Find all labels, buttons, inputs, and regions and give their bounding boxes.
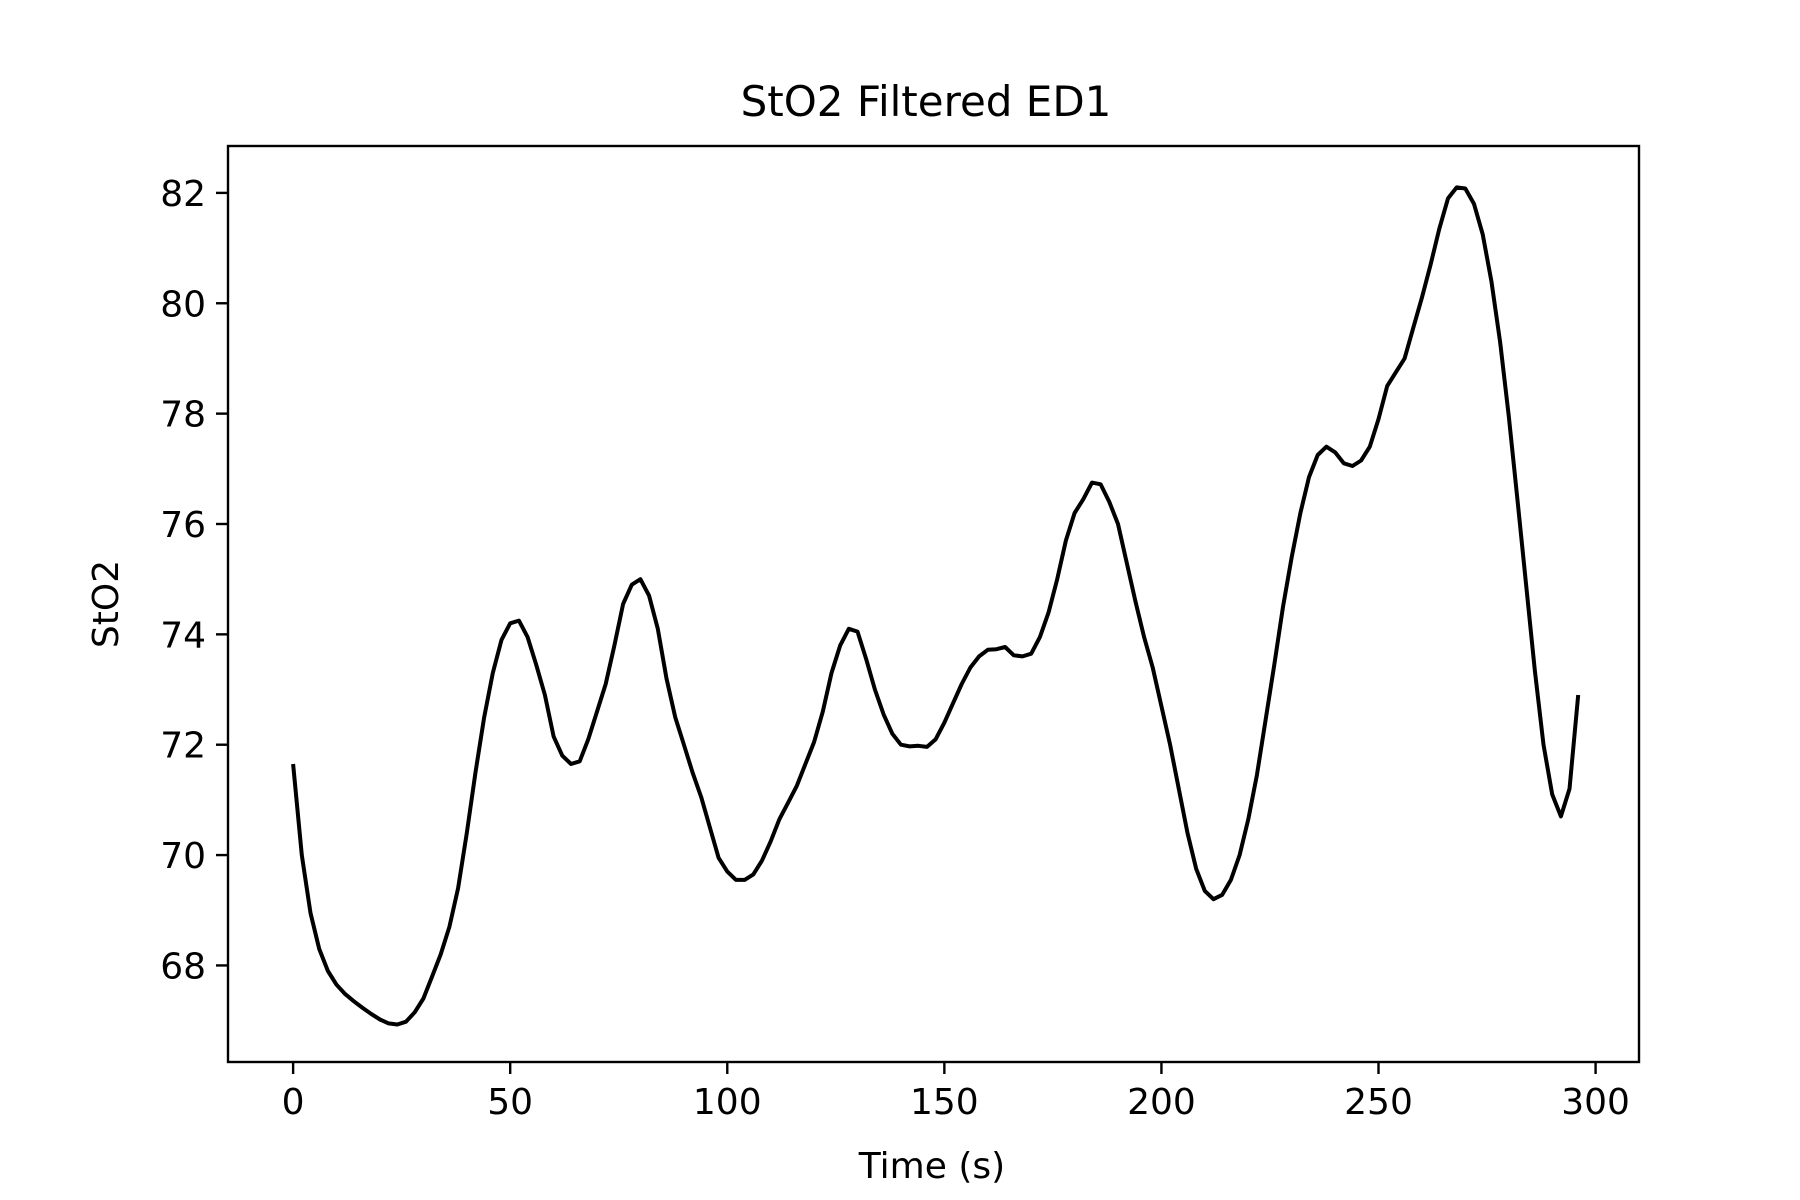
y-tick-label: 78 [160, 395, 206, 436]
y-axis: 68 70 72 74 76 78 80 82 [160, 174, 228, 987]
y-tick-label: 72 [160, 726, 206, 767]
x-axis-label: Time (s) [858, 1146, 1005, 1187]
plot-frame [226, 144, 1641, 1064]
y-tick-label: 70 [160, 836, 206, 877]
y-tick-label: 74 [160, 615, 206, 656]
x-tick-label: 100 [693, 1082, 762, 1123]
chart-title: StO2 Filtered ED1 [741, 77, 1112, 126]
x-axis: 0 50 100 150 200 250 300 [282, 1062, 1630, 1123]
y-tick-label: 76 [160, 505, 206, 546]
series-line [291, 185, 1581, 1027]
y-axis-label: StO2 [86, 560, 127, 648]
y-tick-label: 68 [160, 946, 206, 987]
x-tick-label: 0 [282, 1082, 305, 1123]
x-tick-label: 200 [1127, 1082, 1196, 1123]
x-tick-label: 50 [487, 1082, 533, 1123]
y-tick-label: 80 [160, 284, 206, 325]
x-tick-label: 300 [1561, 1082, 1630, 1123]
x-tick-label: 250 [1344, 1082, 1413, 1123]
y-tick-label: 82 [160, 174, 206, 215]
x-tick-label: 150 [910, 1082, 979, 1123]
